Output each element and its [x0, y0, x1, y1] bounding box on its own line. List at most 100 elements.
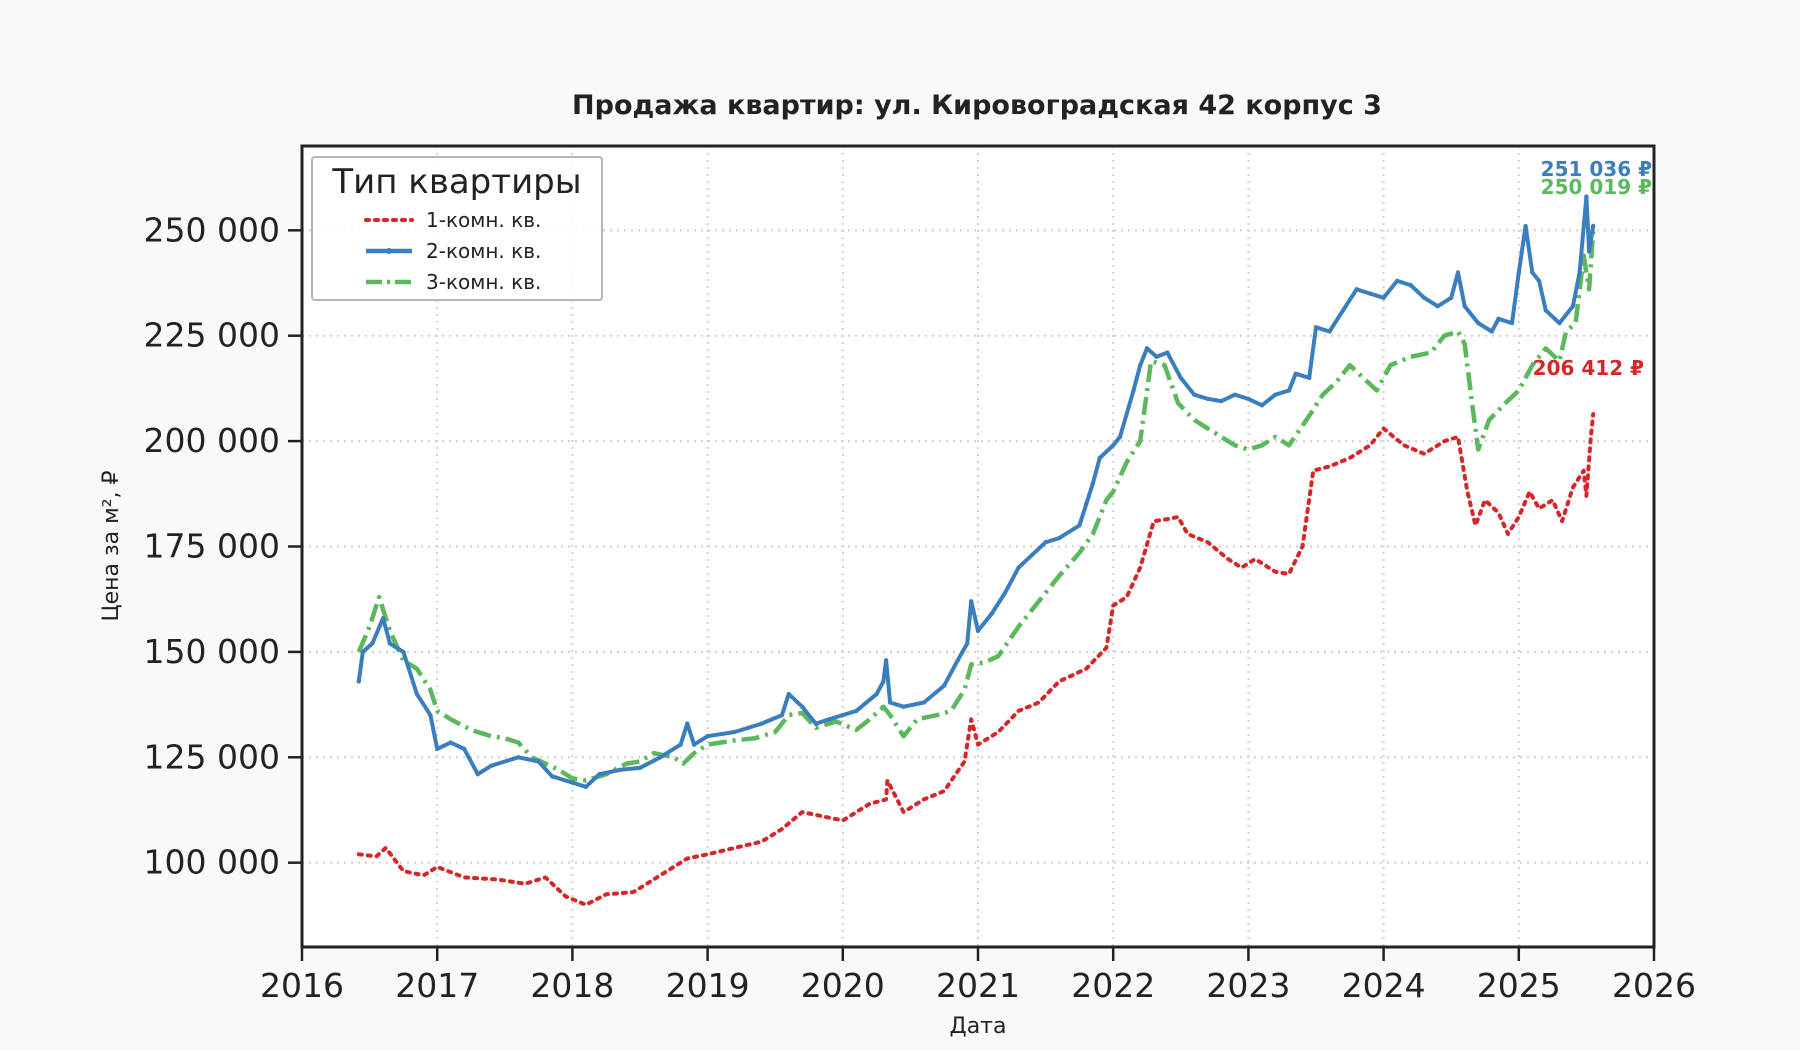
series-point — [989, 611, 994, 617]
x-tick-label: 2023 — [1206, 966, 1290, 1005]
series-point — [691, 742, 697, 747]
series-point — [1246, 396, 1251, 402]
x-tick-label: 2016 — [260, 966, 344, 1005]
series-point — [883, 658, 889, 663]
x-tick-label: 2020 — [801, 966, 885, 1005]
series-point — [658, 755, 663, 760]
legend-label: 2-комн. кв. — [426, 239, 541, 263]
series-point — [1138, 363, 1143, 368]
series-point — [428, 712, 433, 718]
series-point — [435, 746, 440, 752]
series-point — [475, 771, 480, 777]
series-point — [370, 641, 375, 646]
series-point — [1327, 329, 1332, 334]
series-point — [1016, 565, 1021, 570]
x-tick-label: 2022 — [1071, 966, 1155, 1005]
series-point — [1111, 443, 1116, 448]
series-line-2-room — [356, 194, 1596, 789]
series-point — [1205, 396, 1211, 402]
x-tick-label: 2017 — [395, 966, 479, 1005]
series-point — [1340, 308, 1346, 313]
legend-swatch-marker — [386, 248, 392, 254]
y-axis: 100 000 125 000 150 000 175 000 200 000 225 0… — [144, 210, 302, 882]
series-point — [1043, 540, 1048, 545]
series-line-3-room — [356, 230, 1596, 783]
legend-box — [311, 156, 603, 301]
series-point — [380, 615, 386, 621]
series-point — [536, 759, 541, 764]
series-point — [1462, 304, 1467, 309]
series-point — [414, 691, 420, 697]
series-point — [1083, 502, 1089, 507]
end-labels: 206 412 ₽ 251 036 ₽250 019 ₽ — [1533, 157, 1652, 380]
y-tick-label: 200 000 — [144, 421, 280, 460]
series-point — [1584, 194, 1589, 199]
series-line-1-room — [356, 412, 1596, 907]
series-point — [1455, 270, 1461, 275]
y-tick-label: 225 000 — [144, 316, 280, 355]
series-point — [786, 691, 791, 697]
series-point — [705, 734, 710, 739]
y-axis-label: Цена за м², ₽ — [99, 470, 124, 621]
series-point — [1530, 270, 1535, 275]
series-point — [1449, 295, 1454, 300]
series-point — [827, 717, 832, 722]
legend-entries: 1-комн. кв. 2-комн. кв. 3-комн. кв. — [364, 208, 541, 294]
series-point — [813, 721, 818, 726]
series-point — [840, 712, 845, 718]
series-point — [1536, 278, 1542, 284]
series-point — [387, 641, 393, 646]
series-point — [779, 712, 785, 718]
x-tick-label: 2026 — [1612, 966, 1696, 1005]
end-value-label: 251 036 ₽ — [1541, 157, 1652, 181]
series-point — [1286, 388, 1292, 393]
end-value-label: 250 019 ₽ — [1541, 175, 1652, 199]
series-point — [1577, 270, 1582, 275]
series-point — [1476, 320, 1481, 326]
series-point — [1097, 455, 1102, 461]
series-point — [854, 708, 859, 714]
x-tick-label: 2025 — [1477, 966, 1561, 1005]
legend: Тип квартиры 1-комн. кв. 2-комн. кв. 3-ком… — [311, 156, 603, 301]
series-point — [759, 721, 764, 726]
series-point — [1496, 316, 1501, 322]
y-tick-label: 125 000 — [144, 737, 280, 776]
series-point — [975, 628, 981, 634]
series-point — [1307, 375, 1312, 381]
series-point — [921, 700, 927, 705]
legend-title: Тип квартиры — [331, 162, 581, 202]
series-point — [1154, 354, 1159, 359]
x-tick-label: 2024 — [1342, 966, 1426, 1005]
x-axis-label: Дата — [950, 1014, 1007, 1039]
series-point — [583, 784, 589, 789]
series-point — [1408, 282, 1413, 288]
series-point — [597, 771, 602, 777]
series-point — [1523, 223, 1528, 229]
series-point — [1435, 304, 1440, 309]
series-point — [637, 765, 643, 771]
x-axis: 2016 2017 2018 2019 2020 2021 2022 2023 2024 2025… — [260, 947, 1696, 1005]
series-point — [1178, 375, 1184, 381]
series-point — [1557, 320, 1562, 326]
series-point — [1056, 535, 1062, 541]
series-point — [356, 679, 361, 684]
x-tick-label: 2018 — [530, 966, 614, 1005]
series-point — [901, 704, 906, 709]
series-point — [489, 763, 494, 768]
series-point — [1354, 287, 1359, 292]
series-point — [1421, 295, 1427, 300]
series-point — [1232, 392, 1238, 397]
series-point — [1077, 523, 1082, 528]
series-point — [887, 700, 893, 705]
series-point — [964, 641, 970, 646]
series-point — [969, 599, 974, 604]
series-point — [1509, 320, 1515, 326]
series-point — [1259, 403, 1265, 408]
series-point — [448, 740, 453, 745]
series-point — [549, 774, 555, 779]
series-point — [1543, 308, 1549, 313]
series-point — [1002, 590, 1008, 596]
series-point — [1367, 291, 1373, 296]
series-point — [1144, 346, 1150, 351]
